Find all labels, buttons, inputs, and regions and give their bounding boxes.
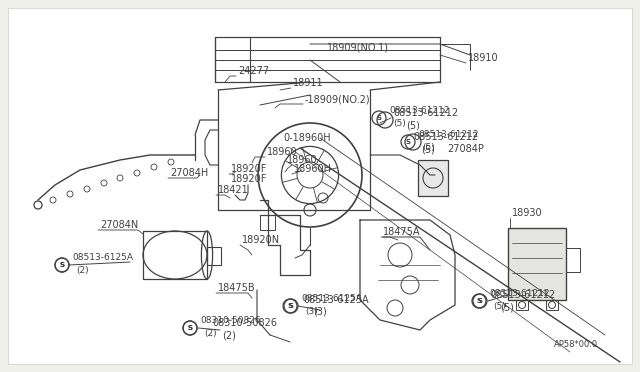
Text: 18960: 18960 xyxy=(287,155,317,165)
Text: 08310-50826: 08310-50826 xyxy=(200,316,260,325)
Text: 08513-6125A: 08513-6125A xyxy=(72,253,133,262)
Bar xyxy=(207,247,221,265)
Text: (2): (2) xyxy=(222,330,236,340)
Text: 18475A: 18475A xyxy=(383,227,420,237)
Text: S: S xyxy=(287,303,292,309)
Text: 18909(NO.1): 18909(NO.1) xyxy=(327,42,389,52)
Text: (5): (5) xyxy=(393,119,406,128)
Text: (5): (5) xyxy=(406,120,420,130)
Text: 27084P: 27084P xyxy=(447,144,484,154)
Text: 08310-50826: 08310-50826 xyxy=(212,318,277,328)
Text: 24277: 24277 xyxy=(238,66,269,76)
Text: 18421: 18421 xyxy=(218,185,249,195)
Text: (2): (2) xyxy=(204,329,216,338)
Text: 08513-61212: 08513-61212 xyxy=(389,106,449,115)
Text: (3): (3) xyxy=(313,307,327,317)
Text: 08513-61212: 08513-61212 xyxy=(489,289,550,298)
Text: 08513-61212: 08513-61212 xyxy=(490,290,555,300)
Bar xyxy=(508,228,566,300)
Text: -18909(NO.2): -18909(NO.2) xyxy=(305,94,371,104)
Text: 18475B: 18475B xyxy=(218,283,255,293)
Text: 18960H: 18960H xyxy=(294,164,332,174)
Text: S: S xyxy=(477,298,481,304)
Text: 18960: 18960 xyxy=(267,147,298,157)
Text: (5): (5) xyxy=(422,143,435,152)
Text: 18910: 18910 xyxy=(468,53,499,63)
Text: (2): (2) xyxy=(76,266,88,275)
Bar xyxy=(418,160,448,196)
Bar xyxy=(546,300,558,310)
Text: 18920F: 18920F xyxy=(231,164,268,174)
Text: S: S xyxy=(60,262,65,268)
Text: 18920N: 18920N xyxy=(242,235,280,245)
Text: S: S xyxy=(60,262,65,268)
Text: 08513-61212: 08513-61212 xyxy=(413,132,478,142)
Text: 08513-61212: 08513-61212 xyxy=(393,108,458,118)
Text: S: S xyxy=(477,298,483,304)
Text: 27084N: 27084N xyxy=(100,220,138,230)
Text: S: S xyxy=(188,325,193,331)
Text: 0-18960H: 0-18960H xyxy=(283,133,331,143)
Text: 08513-6125A: 08513-6125A xyxy=(303,295,369,305)
Text: S: S xyxy=(376,115,381,121)
Text: 27084H: 27084H xyxy=(170,168,208,178)
Text: AP58*00.0: AP58*00.0 xyxy=(554,340,598,349)
Text: S: S xyxy=(289,303,294,309)
Text: 18930: 18930 xyxy=(512,208,543,218)
Text: (5): (5) xyxy=(500,302,514,312)
Text: (5): (5) xyxy=(421,144,435,154)
Text: (3): (3) xyxy=(305,307,317,316)
Text: 18911: 18911 xyxy=(293,78,324,88)
Text: S: S xyxy=(406,139,410,145)
Bar xyxy=(566,248,580,272)
Text: (5): (5) xyxy=(493,302,506,311)
Bar xyxy=(143,231,207,279)
Text: 08513-61212: 08513-61212 xyxy=(418,130,479,139)
Text: 08513-6125A: 08513-6125A xyxy=(301,294,362,303)
Bar xyxy=(516,300,528,310)
Text: 18920F: 18920F xyxy=(231,174,268,184)
Text: S: S xyxy=(188,325,193,331)
